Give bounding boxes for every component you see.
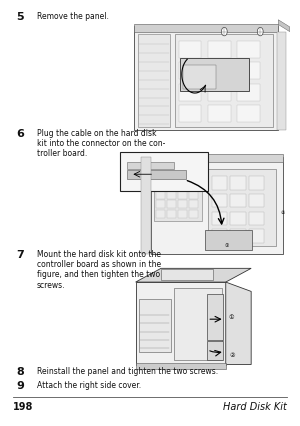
Bar [230, 230, 246, 243]
Bar [189, 171, 198, 179]
Bar [156, 210, 165, 219]
Bar [249, 230, 264, 243]
Bar [237, 42, 260, 59]
Bar [237, 63, 260, 80]
Bar [161, 270, 213, 280]
Bar [212, 212, 227, 225]
Bar [167, 210, 176, 219]
Bar [178, 201, 187, 209]
Bar [208, 106, 231, 123]
Polygon shape [226, 282, 251, 365]
Bar [178, 63, 201, 80]
Bar [237, 85, 260, 101]
Bar [230, 177, 246, 190]
Text: ①: ① [225, 242, 229, 248]
Text: 6: 6 [16, 128, 24, 138]
Bar [120, 150, 290, 259]
Bar [136, 282, 226, 365]
Text: Attach the right side cover.: Attach the right side cover. [37, 380, 141, 389]
Bar [189, 210, 198, 219]
Bar [178, 42, 201, 59]
Bar [139, 299, 171, 352]
Bar [205, 231, 252, 251]
Bar [212, 230, 227, 243]
Text: Plug the cable on the hard disk
kit into the connector on the con-
troller board: Plug the cable on the hard disk kit into… [37, 128, 165, 158]
Bar [126, 18, 290, 137]
Bar [156, 181, 165, 189]
Text: 198: 198 [13, 401, 34, 412]
Bar [129, 259, 290, 374]
Bar [277, 32, 286, 131]
Bar [178, 171, 187, 179]
Text: Reinstall the panel and tighten the two screws.: Reinstall the panel and tighten the two … [37, 366, 218, 375]
Bar [178, 106, 201, 123]
Bar [189, 201, 198, 209]
Bar [208, 85, 231, 101]
Bar [136, 363, 226, 369]
Polygon shape [136, 269, 251, 282]
Bar [208, 169, 276, 246]
Text: Hard Disk Kit: Hard Disk Kit [223, 401, 287, 412]
Bar [249, 177, 264, 190]
Polygon shape [278, 21, 290, 32]
Bar [207, 342, 224, 360]
Bar [249, 195, 264, 208]
Bar [178, 191, 187, 199]
Bar [134, 26, 278, 32]
Text: Remove the panel.: Remove the panel. [37, 12, 109, 21]
Bar [167, 201, 176, 209]
Text: 7: 7 [16, 249, 24, 259]
Bar [208, 42, 231, 59]
Text: ②: ② [281, 209, 285, 214]
Text: Mount the hard disk kit onto the
controller board as shown in the
figure, and th: Mount the hard disk kit onto the control… [37, 249, 161, 289]
Bar [138, 35, 170, 127]
Bar [156, 191, 165, 199]
Circle shape [221, 29, 227, 37]
Bar [230, 212, 246, 225]
Text: ②: ② [230, 352, 236, 357]
Bar [156, 171, 165, 179]
Bar [237, 106, 260, 123]
Bar [212, 195, 227, 208]
Bar [127, 170, 186, 179]
Bar [183, 66, 216, 89]
Text: 9: 9 [16, 380, 24, 390]
Bar [156, 201, 165, 209]
Bar [207, 295, 224, 340]
Bar [134, 26, 278, 131]
Bar [141, 157, 151, 254]
Bar [167, 191, 176, 199]
Bar [174, 288, 222, 360]
Bar [127, 163, 175, 169]
Bar [175, 35, 273, 127]
Bar [208, 63, 231, 80]
Circle shape [257, 29, 263, 37]
Text: 5: 5 [16, 12, 24, 22]
Bar [167, 171, 176, 179]
Text: 8: 8 [16, 366, 24, 376]
Bar [189, 181, 198, 189]
Bar [178, 181, 187, 189]
Bar [151, 155, 283, 163]
Bar [189, 191, 198, 199]
Bar [230, 195, 246, 208]
Bar [249, 212, 264, 225]
Bar [120, 153, 208, 191]
Bar [178, 210, 187, 219]
Bar [154, 168, 202, 221]
Bar [167, 181, 176, 189]
Bar [212, 177, 227, 190]
Bar [178, 85, 201, 101]
Text: ①: ① [229, 314, 234, 320]
Bar [180, 59, 249, 92]
Bar [151, 157, 283, 254]
